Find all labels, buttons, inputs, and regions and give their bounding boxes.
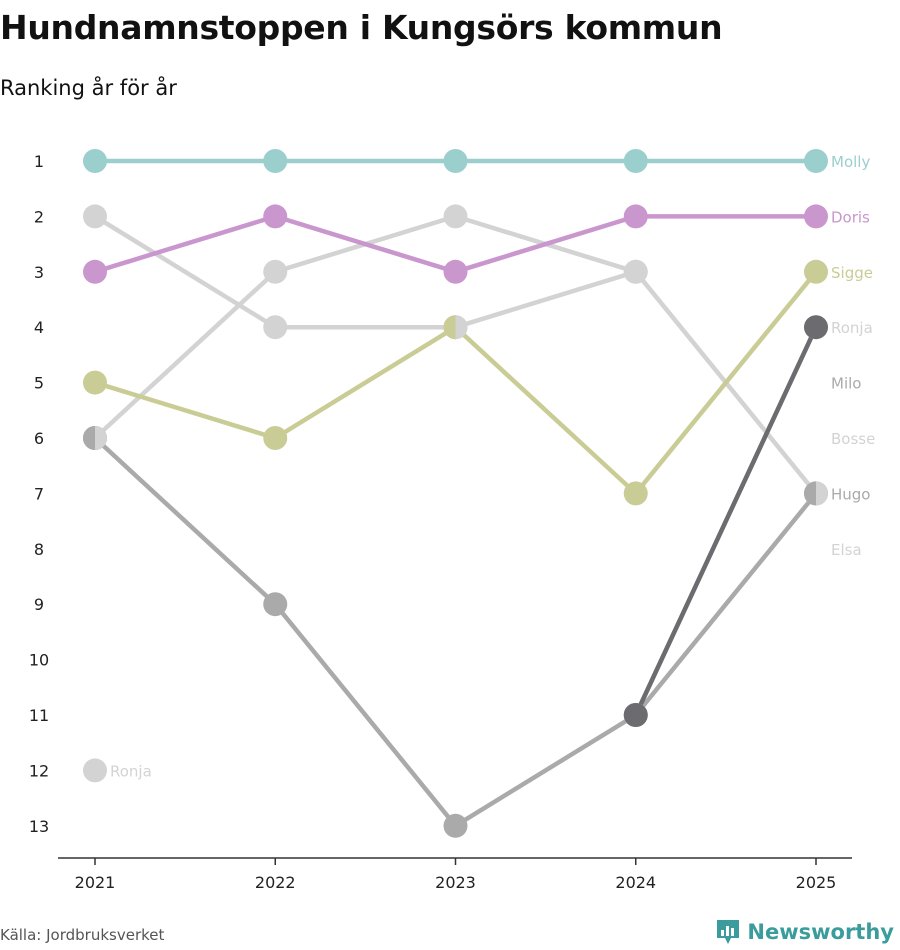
end-label-bosse: Bosse — [831, 430, 875, 448]
point-milo2 — [804, 315, 828, 340]
series-line-sigge — [273, 324, 458, 441]
brand-name: Newsworthy — [747, 920, 894, 944]
end-label-molly: Molly — [831, 153, 870, 171]
series-line-doris — [92, 214, 278, 275]
y-tick-label: 10 — [29, 651, 49, 670]
y-tick-label: 9 — [34, 595, 44, 614]
y-tick-label: 7 — [34, 484, 44, 503]
y-tick-label: 8 — [34, 540, 44, 559]
end-label-elsa: Elsa — [831, 541, 862, 559]
series-line-doris — [453, 214, 638, 275]
y-tick-label: 6 — [34, 429, 44, 448]
chart-subtitle: Ranking år för år — [0, 76, 177, 100]
point-sigge — [623, 481, 648, 506]
x-tick-label: 2021 — [75, 873, 116, 892]
y-tick-label: 5 — [34, 374, 44, 393]
series-line-sigge — [453, 324, 638, 496]
point-sigge — [263, 426, 288, 450]
series-line-sigge — [92, 380, 278, 441]
y-tick-label: 12 — [29, 761, 49, 780]
series-line-ronja — [92, 269, 278, 441]
end-label-ronja: Ronja — [831, 319, 873, 337]
point-ronja — [443, 204, 468, 229]
x-tick-label: 2025 — [796, 873, 837, 892]
series-line-sigge — [633, 269, 819, 496]
point-doris — [623, 204, 648, 229]
y-tick-label: 13 — [29, 817, 49, 836]
brand-logo: Newsworthy — [715, 918, 894, 946]
y-tick-label: 2 — [34, 207, 44, 226]
end-label-milo: Milo — [831, 375, 861, 393]
end-label-doris: Doris — [831, 208, 870, 226]
start-label-ronja: Ronja — [110, 762, 152, 780]
series-line-bosse — [92, 214, 278, 330]
x-tick-label: 2022 — [255, 873, 296, 892]
y-tick-label: 11 — [29, 706, 49, 725]
shared-point-left — [83, 426, 95, 450]
end-label-sigge: Sigge — [831, 264, 873, 282]
end-label-hugo: Hugo — [831, 485, 871, 503]
point-milo2 — [623, 703, 648, 727]
point-hugo — [263, 592, 288, 617]
series-line-hugo — [92, 435, 278, 607]
shared-point-right — [816, 481, 828, 506]
series-line-milo2 — [633, 324, 819, 718]
series-line-bosse — [453, 269, 638, 330]
shared-point-left — [443, 315, 456, 340]
point-elsa — [83, 758, 107, 783]
point-doris — [804, 204, 828, 229]
point-molly — [263, 149, 288, 173]
series-line-hugo — [633, 491, 819, 718]
point-molly — [83, 149, 107, 173]
point-molly — [804, 149, 828, 173]
point-bosse — [83, 204, 107, 229]
x-tick-label: 2024 — [615, 873, 656, 892]
newsworthy-icon — [717, 920, 740, 944]
shared-point-right — [455, 315, 468, 340]
point-hugo — [443, 813, 468, 838]
y-tick-label: 4 — [34, 318, 44, 337]
point-molly — [443, 149, 468, 173]
series-line-doris — [273, 214, 458, 275]
shared-point-right — [95, 426, 107, 450]
series-line-hugo — [453, 712, 638, 829]
series-line-hugo — [273, 601, 458, 829]
chart-title: Hundnamnstoppen i Kungsörs kommun — [0, 8, 723, 47]
point-bosse — [263, 315, 288, 340]
point-doris — [263, 204, 288, 229]
source-note: Källa: Jordbruksverket — [0, 926, 165, 944]
x-tick-label: 2023 — [435, 873, 476, 892]
point-ronja — [263, 259, 288, 284]
point-ronja — [623, 259, 648, 284]
point-molly — [623, 149, 648, 173]
y-tick-label: 3 — [34, 263, 44, 282]
point-doris — [443, 259, 468, 284]
shared-point-left — [804, 481, 816, 506]
point-sigge — [804, 259, 828, 284]
point-sigge — [83, 370, 107, 395]
y-tick-label: 1 — [34, 152, 44, 171]
point-doris — [83, 259, 107, 284]
